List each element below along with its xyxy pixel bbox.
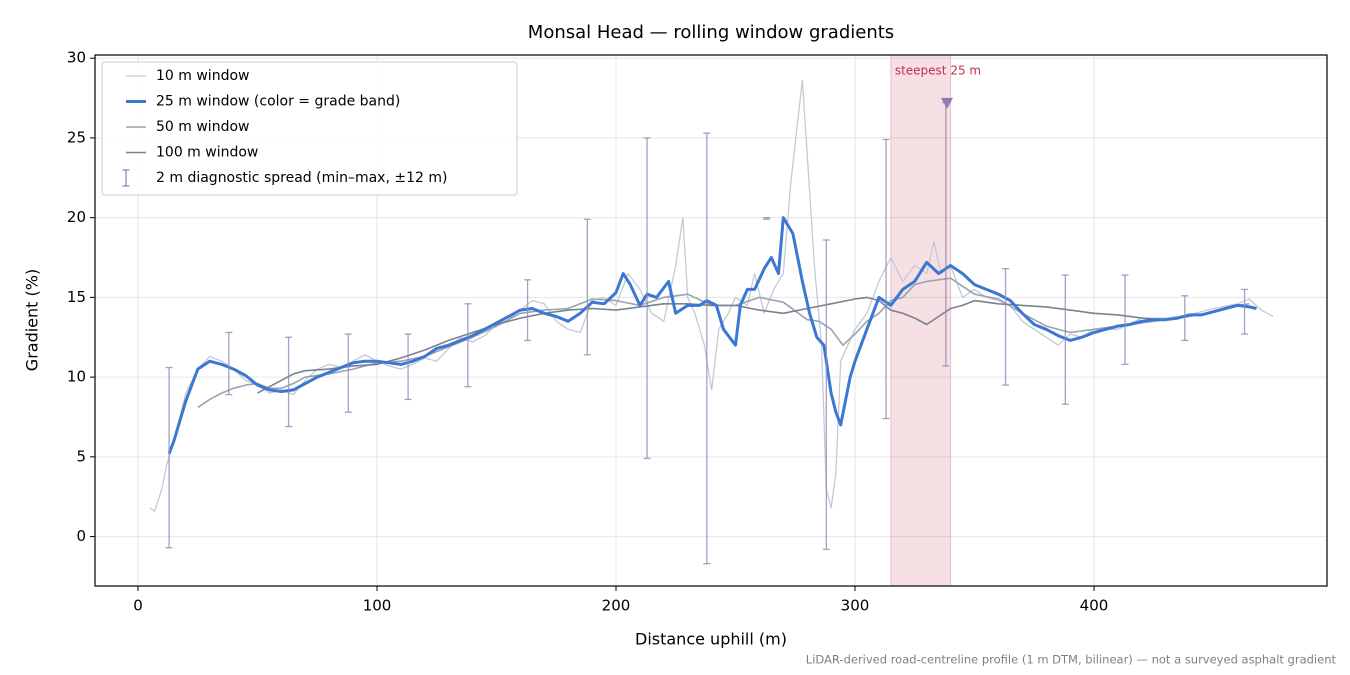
legend-label: 10 m window [156,68,249,84]
legend-label: 100 m window [156,145,258,161]
error-bar [882,138,890,420]
y-tick-label: 20 [67,208,86,226]
error-bar [1181,295,1189,342]
y-tick-label: 15 [67,288,86,306]
error-bar [344,333,352,413]
highlight-label: steepest 25 m [895,64,981,78]
x-tick-label: 300 [841,597,870,615]
series-line [149,79,1274,512]
x-tick-label: 100 [363,597,392,615]
error-bar [1002,268,1010,386]
error-bar [583,218,591,356]
plot-frame [94,54,1328,587]
x-tick-label: 200 [602,597,631,615]
series-line [197,277,1250,409]
legend-label: 25 m window (color = grade band) [156,94,400,110]
footnote: LiDAR-derived road-centreline profile (1… [806,653,1337,667]
y-tick-label: 25 [67,128,86,146]
error-bar [1241,288,1249,335]
y-tick-label: 30 [67,49,86,67]
error-bar [643,137,651,460]
chart-title: Monsal Head — rolling window gradients [528,22,894,43]
error-bar [165,366,173,549]
x-tick-label: 0 [133,597,143,615]
x-axis-label: Distance uphill (m) [635,630,787,649]
legend-label: 2 m diagnostic spread (min–max, ±12 m) [156,170,447,186]
error-bar [285,336,293,428]
error-bar [1061,274,1069,405]
error-bar [404,333,412,401]
y-tick-label: 5 [76,447,86,465]
series-line [167,216,1257,455]
y-tick-label: 0 [76,527,86,545]
error-bar [225,331,233,396]
y-tick-label: 10 [67,368,86,386]
error-bar [822,239,830,550]
error-bar [464,303,472,388]
x-tick-label: 400 [1080,597,1109,615]
error-bar [763,216,771,220]
legend-swatch [122,169,130,187]
steepest-marker [941,97,954,109]
y-axis-label: Gradient (%) [23,269,42,371]
legend-box [101,61,518,196]
error-bar [1121,274,1129,366]
error-bar [524,279,532,342]
legend-label: 50 m window [156,119,249,135]
error-bar [703,132,711,565]
series-line [257,296,1166,394]
